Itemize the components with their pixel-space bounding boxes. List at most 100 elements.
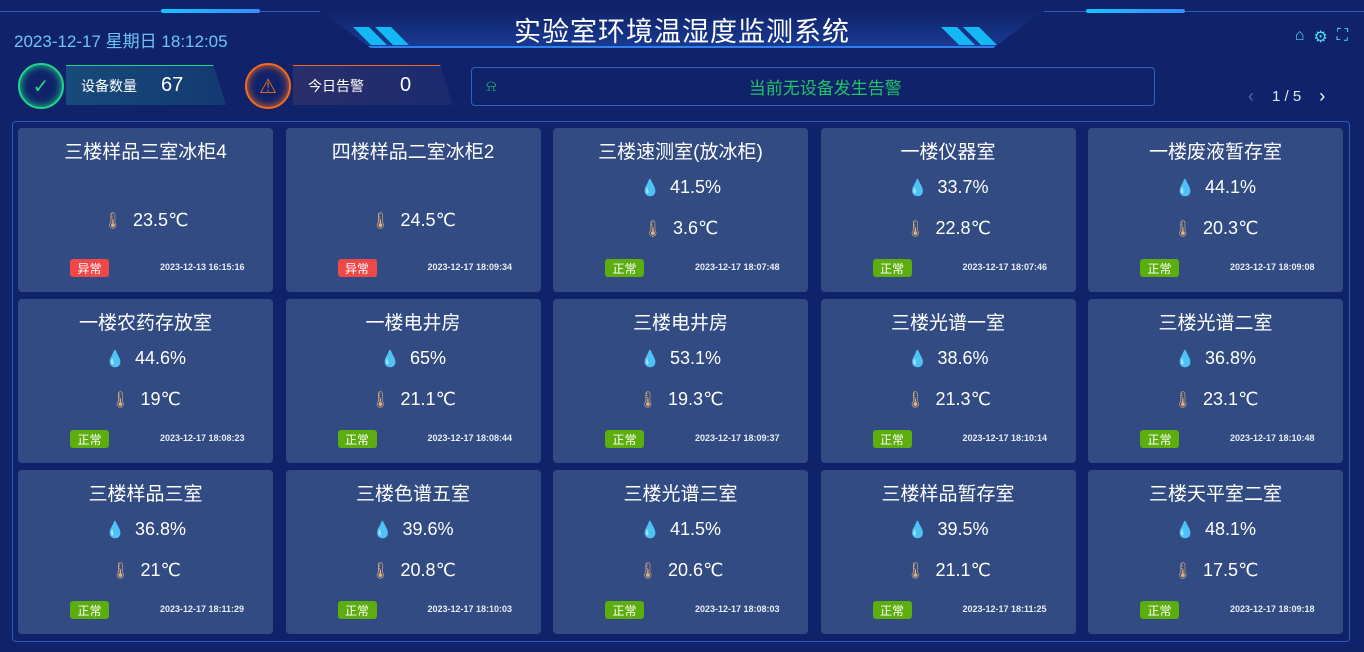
update-time: 2023-12-17 18:09:37 (695, 433, 780, 443)
device-card[interactable]: 一楼电井房 💧 65% 🌡 21.1℃ 正常 2023-12-17 18:08:44 (285, 299, 541, 463)
device-card[interactable]: 三楼光谱一室 💧 38.6% 🌡 21.3℃ 正常 2023-12-17 18:10:14 (820, 299, 1076, 463)
temperature-row: 🌡 19.3℃ (553, 389, 808, 410)
device-card[interactable]: 三楼样品三室冰柜4 🌡 23.5℃ 异常 2023-12-13 16:15:16 (18, 128, 273, 292)
status-badge: 正常 (872, 601, 912, 619)
status-badge: 正常 (70, 430, 109, 448)
update-time: 2023-12-17 18:10:48 (1230, 433, 1315, 443)
humidity-drop-icon: 💧 (907, 179, 928, 197)
device-name: 三楼样品暂存室 (881, 484, 1015, 505)
update-time: 2023-12-17 18:08:44 (427, 433, 513, 443)
status-badge: 正常 (1140, 430, 1179, 448)
humidity-row: 💧 36.8% (18, 519, 273, 540)
update-time: 2023-12-17 18:09:18 (1230, 604, 1315, 614)
fullscreen-icon[interactable]: ⛶ (1336, 27, 1348, 44)
page-indicator: 1 / 5 (1272, 88, 1302, 105)
device-name: 三楼样品三室 (88, 484, 203, 505)
update-time: 2023-12-17 18:08:23 (160, 433, 245, 443)
humidity-value: 38.6% (937, 348, 989, 368)
thermometer-icon: 🌡 (370, 562, 391, 580)
device-card[interactable]: 三楼样品三室 💧 36.8% 🌡 21℃ 正常 2023-12-17 18:11:29 (18, 470, 273, 634)
update-time: 2023-12-17 18:07:46 (962, 262, 1048, 272)
thermometer-icon: 🌡 (110, 562, 131, 580)
humidity-value: 41.5% (669, 177, 721, 197)
device-name: 三楼光谱三室 (623, 484, 738, 505)
update-time: 2023-12-17 18:11:25 (962, 604, 1047, 614)
humidity-drop-icon: 💧 (372, 521, 393, 539)
device-name: 四楼样品二室冰柜2 (331, 142, 495, 163)
home-icon[interactable]: ⌂ (1294, 27, 1305, 44)
device-card[interactable]: 三楼速测室(放冰柜) 💧 41.5% 🌡 3.6℃ 正常 2023-12-17 18:07:… (553, 128, 808, 292)
device-card[interactable]: 三楼光谱二室 💧 36.8% 🌡 23.1℃ 正常 2023-12-17 18:10:48 (1088, 299, 1343, 463)
status-badge: 正常 (1140, 259, 1179, 277)
device-card[interactable]: 一楼仪器室 💧 33.7% 🌡 22.8℃ 正常 2023-12-17 18:07:46 (820, 128, 1076, 292)
header-line-right (1044, 11, 1364, 12)
thermometer-icon: 🌡 (370, 391, 391, 409)
humidity-value: 33.7% (937, 177, 989, 197)
status-badge: 正常 (1140, 601, 1179, 619)
device-card[interactable]: 三楼样品暂存室 💧 39.5% 🌡 21.1℃ 正常 2023-12-17 18:11:25 (820, 470, 1076, 634)
device-card[interactable]: 一楼废液暂存室 💧 44.1% 🌡 20.3℃ 正常 2023-12-17 18:09:08 (1088, 128, 1343, 292)
update-time: 2023-12-17 18:09:08 (1230, 262, 1315, 272)
device-card[interactable]: 一楼农药存放室 💧 44.6% 🌡 19℃ 正常 2023-12-17 18:08:23 (18, 299, 273, 463)
temperature-value: 21.1℃ (935, 560, 991, 580)
device-card[interactable]: 三楼光谱三室 💧 41.5% 🌡 20.6℃ 正常 2023-12-17 18:08:03 (553, 470, 808, 634)
pager: ‹ 1 / 5 › (1248, 86, 1325, 107)
humidity-value: 48.1% (1204, 519, 1256, 539)
thermometer-icon: 🌡 (905, 220, 926, 238)
prev-page-button[interactable]: ‹ (1248, 86, 1254, 106)
header-glow-right (1086, 9, 1185, 13)
temperature-value: 23.1℃ (1203, 389, 1259, 409)
humidity-drop-icon: 💧 (1175, 179, 1195, 197)
device-card[interactable]: 四楼样品二室冰柜2 🌡 24.5℃ 异常 2023-12-17 18:09:34 (285, 128, 541, 292)
device-name: 一楼电井房 (365, 313, 461, 334)
thermometer-icon: 🌡 (905, 391, 926, 409)
temperature-row: 🌡 20.8℃ (286, 560, 541, 581)
update-time: 2023-12-17 18:10:03 (427, 604, 513, 614)
gear-icon[interactable]: ⚙ (1313, 29, 1328, 46)
humidity-value: 39.5% (937, 519, 989, 539)
alarm-light-icon: ⍾ (486, 77, 497, 95)
device-name: 一楼仪器室 (900, 142, 996, 163)
device-card[interactable]: 三楼色谱五室 💧 39.6% 🌡 20.8℃ 正常 2023-12-17 18:10:03 (285, 470, 541, 634)
humidity-row: 💧 36.8% (1088, 348, 1343, 369)
device-name: 三楼色谱五室 (355, 484, 470, 505)
device-card[interactable]: 三楼电井房 💧 53.1% 🌡 19.3℃ 正常 2023-12-17 18:09:37 (553, 299, 808, 463)
temperature-row: 🌡 22.8℃ (821, 218, 1076, 239)
stat-label: 设备数量 (81, 77, 137, 94)
temperature-value: 19℃ (140, 389, 181, 409)
humidity-value: 36.8% (1204, 348, 1256, 368)
datetime: 2023-12-17 星期日 18:12:05 (14, 32, 228, 51)
status-badge: 正常 (337, 601, 377, 619)
temperature-value: 23.5℃ (133, 210, 189, 230)
status-badge: 正常 (872, 430, 912, 448)
humidity-row: 💧 65% (286, 348, 541, 369)
temperature-row: 🌡 24.5℃ (286, 210, 541, 231)
temperature-row: 🌡 21.1℃ (286, 389, 541, 410)
status-badge: 正常 (605, 601, 644, 619)
temperature-row: 🌡 20.6℃ (553, 560, 808, 581)
today-alarm-stat: ⚠ 今日告警 0 (245, 63, 455, 109)
temperature-value: 22.8℃ (935, 218, 991, 238)
humidity-row: 💧 39.6% (286, 519, 541, 540)
alarm-text: 当前无设备发生告警 (748, 79, 902, 98)
check-cycle-icon: ✓ (18, 63, 64, 109)
status-badge: 正常 (605, 259, 644, 277)
device-name: 三楼电井房 (632, 313, 728, 334)
thermometer-icon: 🌡 (110, 391, 131, 409)
status-badge: 正常 (70, 601, 109, 619)
device-card[interactable]: 三楼天平室二室 💧 48.1% 🌡 17.5℃ 正常 2023-12-17 18:09:18 (1088, 470, 1343, 634)
update-time: 2023-12-17 18:09:34 (427, 262, 513, 272)
status-badge: 正常 (337, 430, 377, 448)
temperature-value: 3.6℃ (673, 218, 719, 238)
temperature-row: 🌡 21.1℃ (821, 560, 1076, 581)
temperature-row: 🌡 23.1℃ (1088, 389, 1343, 410)
device-name: 三楼光谱二室 (1158, 313, 1273, 334)
humidity-row: 💧 44.1% (1088, 177, 1343, 198)
temperature-value: 19.3℃ (668, 389, 724, 409)
humidity-drop-icon: 💧 (640, 350, 660, 368)
status-badge: 异常 (70, 259, 109, 277)
stat-value: 0 (400, 74, 412, 96)
status-badge: 异常 (337, 259, 377, 277)
temperature-row: 🌡 20.3℃ (1088, 218, 1343, 239)
next-page-button[interactable]: › (1319, 86, 1326, 106)
